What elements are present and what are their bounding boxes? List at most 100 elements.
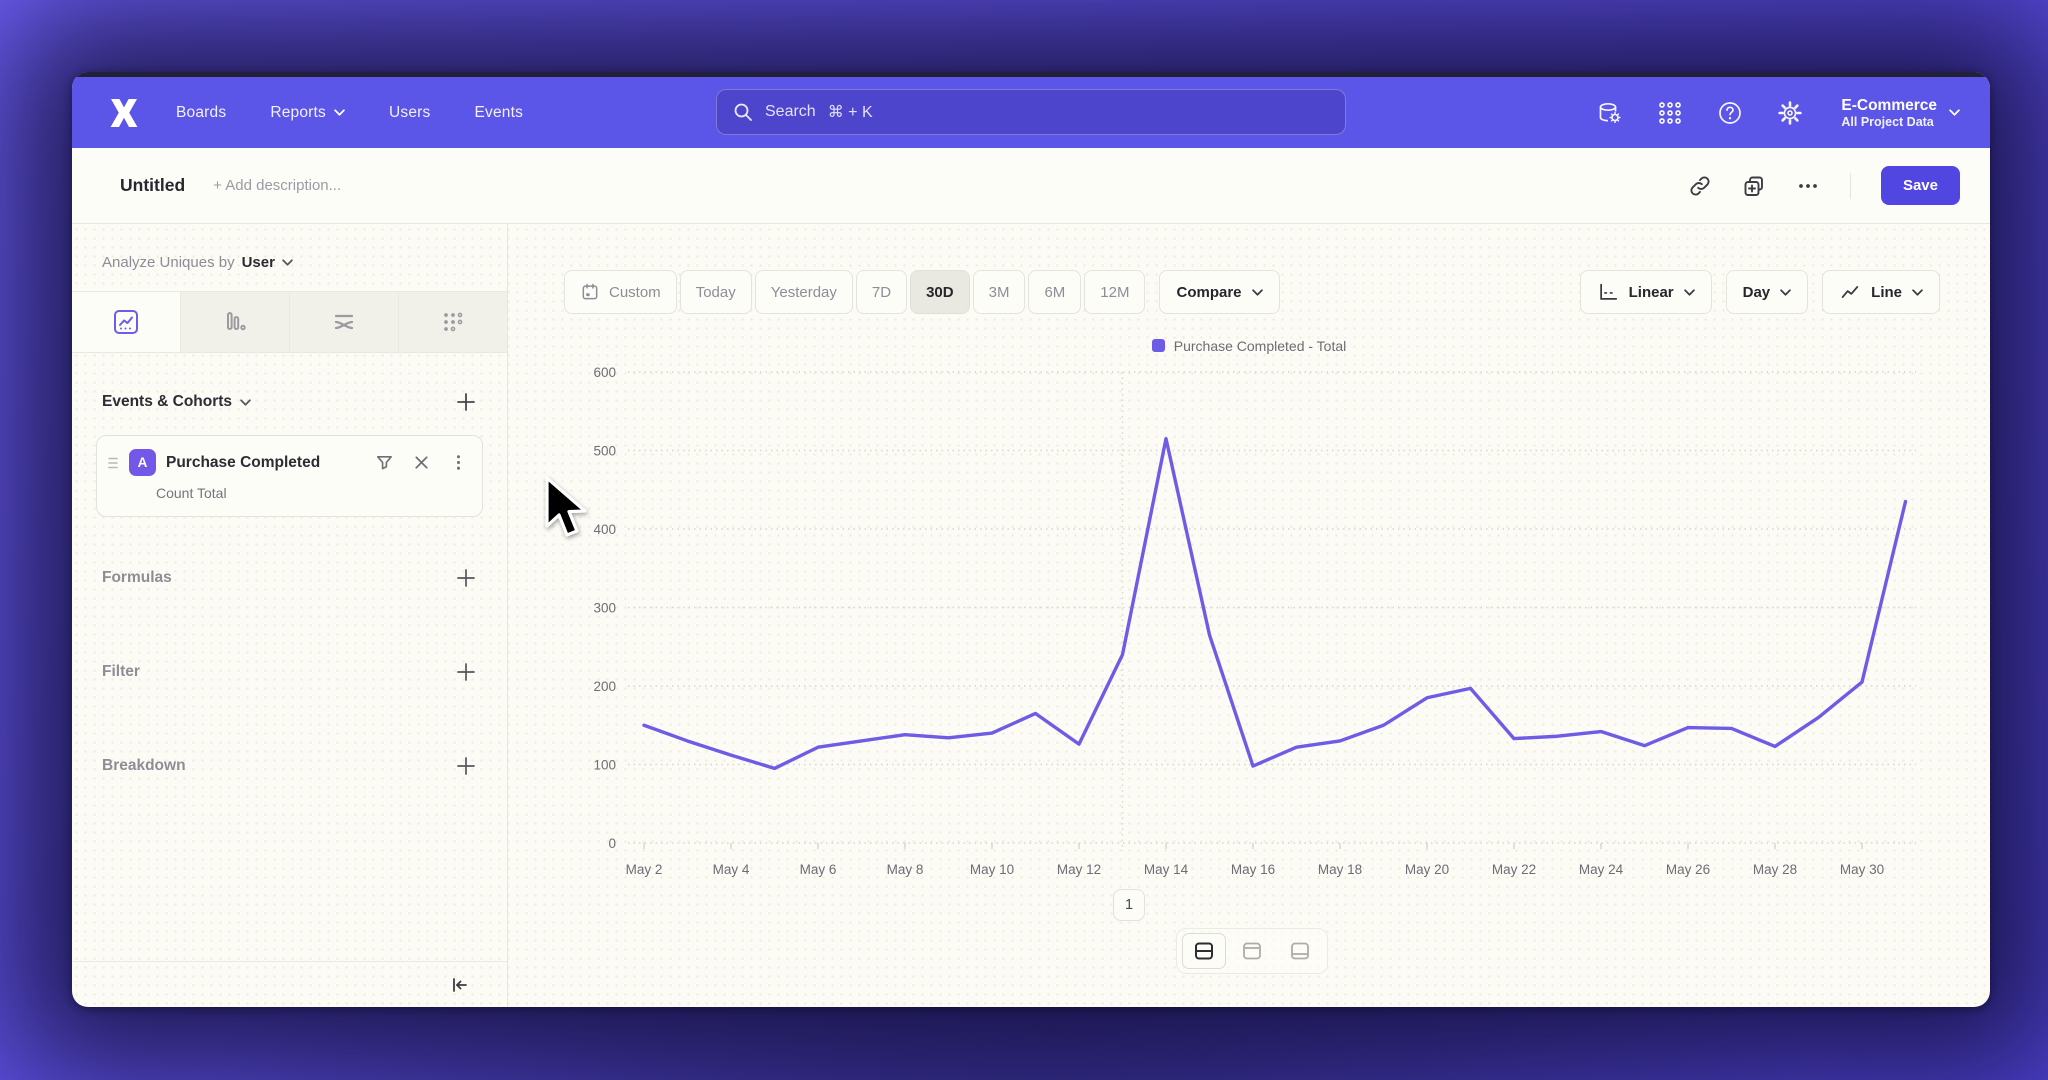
add-filter-button[interactable] xyxy=(455,661,477,683)
svg-text:May 16: May 16 xyxy=(1231,862,1275,877)
event-menu-kebab-icon[interactable] xyxy=(449,453,468,472)
panel-top-icon xyxy=(1243,942,1261,960)
svg-text:May 22: May 22 xyxy=(1492,862,1536,877)
nav-item-label: Boards xyxy=(176,103,227,121)
svg-text:May 6: May 6 xyxy=(800,862,837,877)
range-12m-button[interactable]: 12M xyxy=(1084,270,1146,314)
chart-canvas[interactable]: 0 100 200 300 400 500 600 May 2 May 4 May 6 May 8 M… xyxy=(564,358,1924,918)
svg-text:500: 500 xyxy=(593,444,616,459)
chevron-down-icon xyxy=(1912,288,1923,296)
chevron-down-icon xyxy=(1251,288,1263,296)
project-selector[interactable]: E-Commerce All Project Data xyxy=(1841,96,1960,129)
add-event-button[interactable] xyxy=(455,391,477,413)
event-count-type[interactable]: Count Total xyxy=(156,485,227,501)
tab-insights[interactable] xyxy=(72,292,180,352)
breakdown-section: Breakdown xyxy=(72,719,507,813)
svg-text:400: 400 xyxy=(593,522,616,537)
share-link-icon[interactable] xyxy=(1688,174,1712,198)
sidebar-footer xyxy=(72,961,507,1007)
range-3m-button[interactable]: 3M xyxy=(972,270,1026,314)
chevron-down-icon xyxy=(1780,288,1791,296)
svg-text:May 4: May 4 xyxy=(713,862,750,877)
layout-panel-bottom-button[interactable] xyxy=(1278,933,1322,969)
settings-gear-icon[interactable] xyxy=(1777,100,1803,126)
range-label: 6M xyxy=(1044,283,1066,301)
svg-text:May 14: May 14 xyxy=(1144,862,1189,877)
range-yesterday-button[interactable]: Yesterday xyxy=(754,270,853,314)
split-horizontal-icon xyxy=(1195,942,1213,960)
data-management-icon[interactable] xyxy=(1597,100,1623,126)
filter-funnel-icon[interactable] xyxy=(375,453,394,472)
events-cohorts-toggle[interactable]: Events & Cohorts xyxy=(102,393,251,411)
report-description-placeholder[interactable]: + Add description... xyxy=(213,177,342,194)
range-label: 12M xyxy=(1100,283,1130,301)
analyze-value: User xyxy=(241,254,275,271)
apps-grid-icon[interactable] xyxy=(1657,100,1683,126)
nav-item-boards[interactable]: Boards xyxy=(176,104,226,122)
range-label: 3M xyxy=(988,283,1010,301)
chevron-down-icon xyxy=(1949,109,1960,116)
collapse-sidebar-icon[interactable] xyxy=(449,975,469,995)
range-today-button[interactable]: Today xyxy=(679,270,752,314)
line-chart-icon xyxy=(1841,286,1859,298)
layout-panel-top-button[interactable] xyxy=(1230,933,1274,969)
events-cohorts-label: Events & Cohorts xyxy=(102,393,233,410)
svg-text:300: 300 xyxy=(593,601,616,616)
add-formula-button[interactable] xyxy=(455,567,477,589)
nav-item-label: Reports xyxy=(270,103,326,121)
search-placeholder: Search xyxy=(765,103,816,120)
range-custom-button[interactable]: Custom xyxy=(564,270,677,314)
layout-split-horizontal-button[interactable] xyxy=(1182,933,1226,969)
tab-funnels[interactable] xyxy=(180,292,289,352)
scale-selector-button[interactable]: Linear xyxy=(1579,270,1712,314)
report-title[interactable]: Untitled xyxy=(120,175,186,195)
add-breakdown-button[interactable] xyxy=(455,755,477,777)
nav-item-events[interactable]: Events xyxy=(474,104,523,122)
duplicate-icon[interactable] xyxy=(1742,174,1766,198)
formulas-section: Formulas xyxy=(72,531,507,625)
analyze-uniques-selector[interactable]: Analyze Uniques by User xyxy=(72,224,507,291)
more-options-icon[interactable] xyxy=(1796,174,1820,198)
range-6m-button[interactable]: 6M xyxy=(1028,270,1082,314)
chart-panel: Custom Today Yesterday 7D 30D 3M 6M 12M … xyxy=(508,224,1990,1007)
help-icon[interactable] xyxy=(1717,100,1743,126)
save-button[interactable]: Save xyxy=(1880,166,1960,205)
search-shortcut: ⌘ + K xyxy=(827,104,873,121)
nav-item-users[interactable]: Users xyxy=(389,104,430,122)
svg-text:May 24: May 24 xyxy=(1579,862,1624,877)
report-header: Untitled + Add description... Save xyxy=(72,148,1990,224)
compare-button[interactable]: Compare xyxy=(1159,270,1280,314)
annotation-marker[interactable]: 1 xyxy=(1113,889,1146,921)
chart-display-controls: Linear Day Line xyxy=(1579,270,1940,314)
tab-flows[interactable] xyxy=(289,292,398,352)
svg-text:May 10: May 10 xyxy=(970,862,1014,877)
remove-event-icon[interactable] xyxy=(412,453,431,472)
nav-right: E-Commerce All Project Data xyxy=(1597,96,1960,129)
tab-retention[interactable] xyxy=(398,292,507,352)
svg-text:200: 200 xyxy=(593,679,616,694)
calendar-icon xyxy=(582,283,598,300)
scale-label: Linear xyxy=(1628,283,1674,301)
search-input[interactable]: Search ⌘ + K xyxy=(716,89,1346,135)
chart-type-selector-button[interactable]: Line xyxy=(1822,270,1940,314)
drag-handle-icon[interactable] xyxy=(107,456,119,470)
mixpanel-logo-icon[interactable] xyxy=(106,96,142,130)
retention-dots-icon xyxy=(444,312,463,332)
report-type-tabs xyxy=(72,291,507,353)
svg-text:May 28: May 28 xyxy=(1753,862,1797,877)
breakdown-label: Breakdown xyxy=(102,757,186,774)
interval-selector-button[interactable]: Day xyxy=(1725,270,1809,314)
events-cohorts-header: Events & Cohorts xyxy=(72,353,507,429)
chevron-down-icon xyxy=(282,259,293,266)
compare-label: Compare xyxy=(1176,283,1242,301)
chart-legend[interactable]: Purchase Completed - Total xyxy=(508,338,1990,354)
event-card-purchase-completed[interactable]: A Purchase Completed xyxy=(96,435,483,517)
range-30d-button[interactable]: 30D xyxy=(910,270,970,314)
range-7d-button[interactable]: 7D xyxy=(855,270,908,314)
filter-section: Filter xyxy=(72,625,507,719)
query-sidebar: Analyze Uniques by User xyxy=(72,224,508,1007)
nav-item-label: Users xyxy=(389,103,431,121)
nav-item-reports[interactable]: Reports xyxy=(270,104,345,122)
search-icon xyxy=(734,103,752,121)
legend-label: Purchase Completed - Total xyxy=(1173,338,1347,354)
